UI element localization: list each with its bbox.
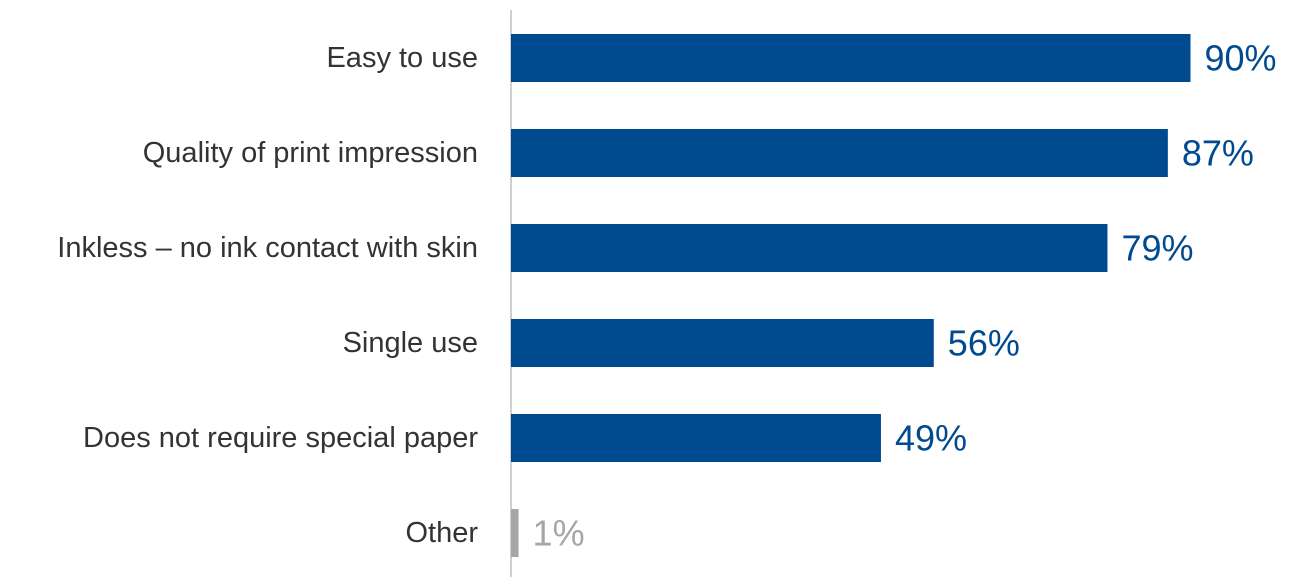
category-label-3: Single use	[343, 327, 478, 359]
bar-3	[511, 319, 934, 367]
category-labels-group: Easy to use Quality of print impression In…	[57, 42, 478, 549]
bar-2	[511, 224, 1108, 272]
category-label-5: Other	[405, 517, 478, 549]
bar-0	[511, 34, 1191, 82]
category-label-1: Quality of print impression	[143, 137, 478, 169]
bar-4	[511, 414, 881, 462]
value-label-1: 87%	[1182, 133, 1254, 174]
bars-group	[511, 34, 1191, 557]
value-label-5: 1%	[533, 513, 585, 554]
value-label-3: 56%	[948, 323, 1020, 364]
bar-5	[511, 509, 519, 557]
bar-1	[511, 129, 1168, 177]
category-label-0: Easy to use	[326, 42, 478, 74]
value-labels-group: 90% 87% 79% 56% 49% 1%	[533, 38, 1277, 554]
value-label-2: 79%	[1121, 228, 1193, 269]
value-label-4: 49%	[895, 418, 967, 459]
value-label-0: 90%	[1205, 38, 1277, 79]
category-label-2: Inkless – no ink contact with skin	[57, 232, 478, 264]
category-label-4: Does not require special paper	[83, 422, 478, 454]
